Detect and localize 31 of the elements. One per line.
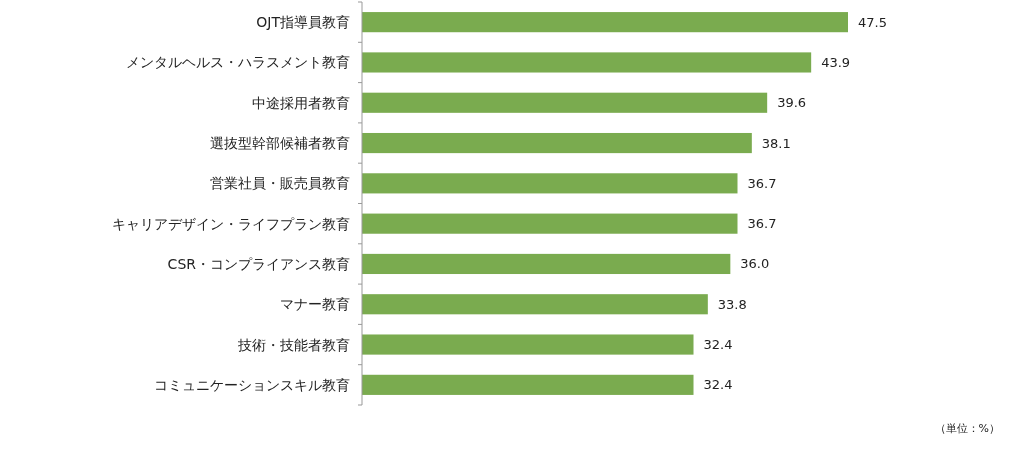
data-label: 32.4 bbox=[703, 337, 733, 353]
data-label: 43.9 bbox=[821, 54, 851, 70]
y-tick-label: マナー教育 bbox=[280, 296, 350, 313]
bar bbox=[362, 253, 731, 275]
bar bbox=[362, 374, 694, 395]
bar bbox=[362, 12, 848, 33]
y-tick-label: CSR・コンプライアンス教育 bbox=[167, 255, 350, 272]
y-tick-label: メンタルヘルス・ハラスメント教育 bbox=[126, 54, 350, 71]
bar bbox=[362, 294, 708, 315]
data-label: 38.1 bbox=[761, 135, 791, 151]
data-label: 36.0 bbox=[740, 256, 770, 272]
bar bbox=[362, 334, 694, 355]
bar bbox=[362, 173, 738, 194]
y-tick-label: 技術・技能者教育 bbox=[237, 336, 350, 353]
data-label: 36.7 bbox=[747, 175, 777, 191]
bar bbox=[362, 213, 738, 234]
bar bbox=[362, 52, 812, 73]
data-label: 33.8 bbox=[717, 296, 747, 312]
y-tick-label: 選抜型幹部候補者教育 bbox=[210, 135, 350, 152]
data-label: 47.5 bbox=[858, 14, 887, 30]
data-label: 32.4 bbox=[703, 377, 733, 393]
y-tick-label: コミュニケーションスキル教育 bbox=[154, 376, 350, 393]
data-label: 36.7 bbox=[747, 216, 777, 232]
y-tick-label: OJT指導員教育 bbox=[256, 14, 350, 31]
text: （単位：%） bbox=[934, 422, 1000, 435]
y-tick-label: 中途採用者教育 bbox=[252, 94, 350, 111]
bar bbox=[362, 132, 752, 154]
data-label: 39.6 bbox=[777, 95, 807, 111]
y-tick-label: 営業社員・販売員教育 bbox=[210, 175, 350, 192]
bar bbox=[362, 92, 768, 113]
y-tick-label: キャリアデザイン・ライフプラン教育 bbox=[112, 215, 350, 232]
